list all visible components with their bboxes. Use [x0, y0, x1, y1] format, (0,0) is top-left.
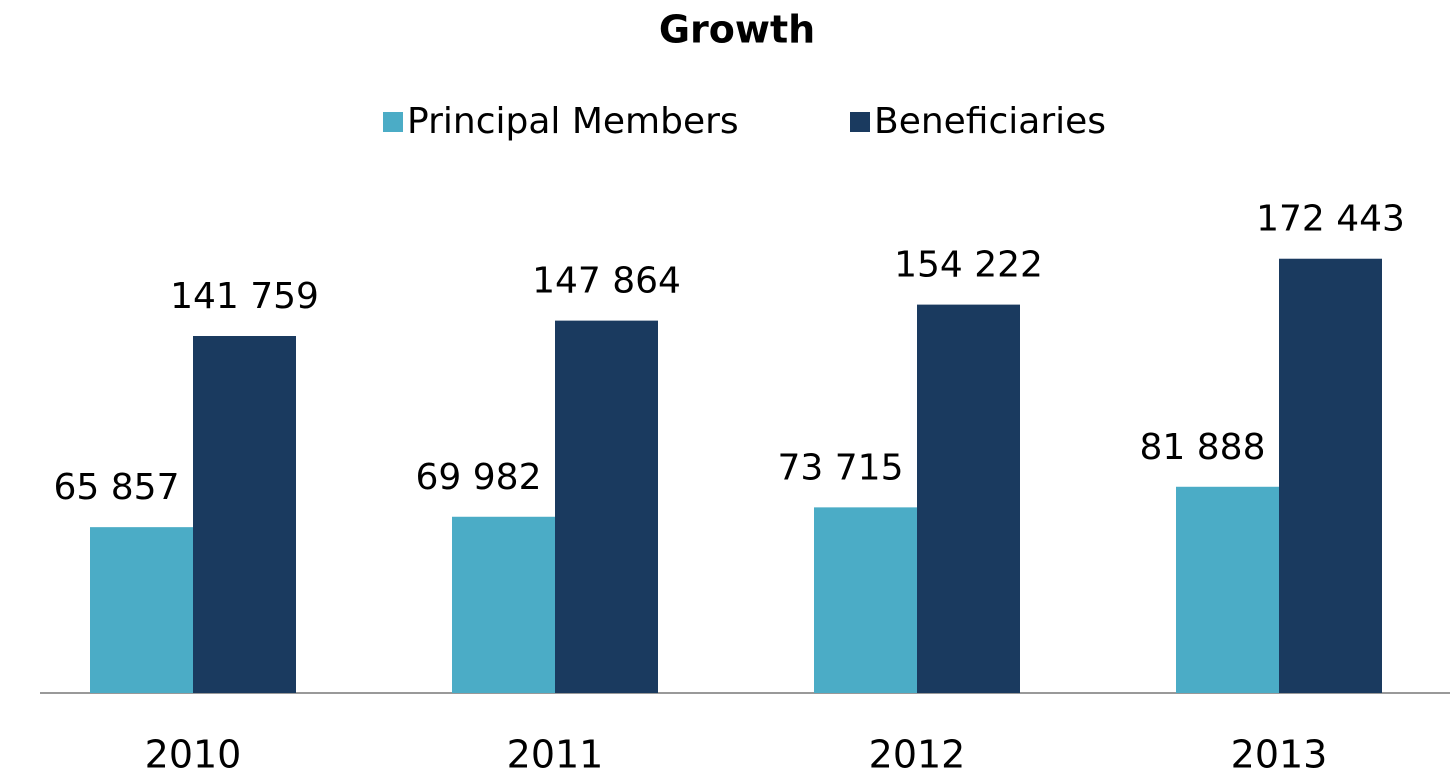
x-tick-label: 2013: [1231, 733, 1328, 777]
x-tick-label: 2010: [145, 733, 242, 777]
bar: [1176, 486, 1279, 693]
legend-swatch: [383, 112, 403, 132]
legend-label: Principal Members: [407, 101, 739, 142]
bar: [193, 336, 296, 693]
bar: [452, 516, 555, 693]
data-label: 69 982: [416, 457, 542, 498]
data-label: 172 443: [1256, 199, 1405, 240]
bar: [814, 507, 917, 693]
data-label: 154 222: [894, 245, 1043, 286]
data-label: 81 888: [1140, 427, 1266, 468]
legend-swatch: [850, 112, 870, 132]
bar: [1279, 258, 1382, 693]
legend-label: Beneficiaries: [874, 101, 1106, 142]
x-tick-label: 2012: [869, 733, 966, 777]
bar: [90, 527, 193, 693]
data-label: 141 759: [170, 276, 319, 317]
data-label: 65 857: [54, 467, 180, 508]
data-label: 73 715: [778, 447, 904, 488]
data-label: 147 864: [532, 261, 681, 302]
x-tick-label: 2011: [507, 733, 604, 777]
bar: [917, 304, 1020, 693]
bar: [555, 320, 658, 693]
chart-title: Growth: [659, 8, 815, 52]
